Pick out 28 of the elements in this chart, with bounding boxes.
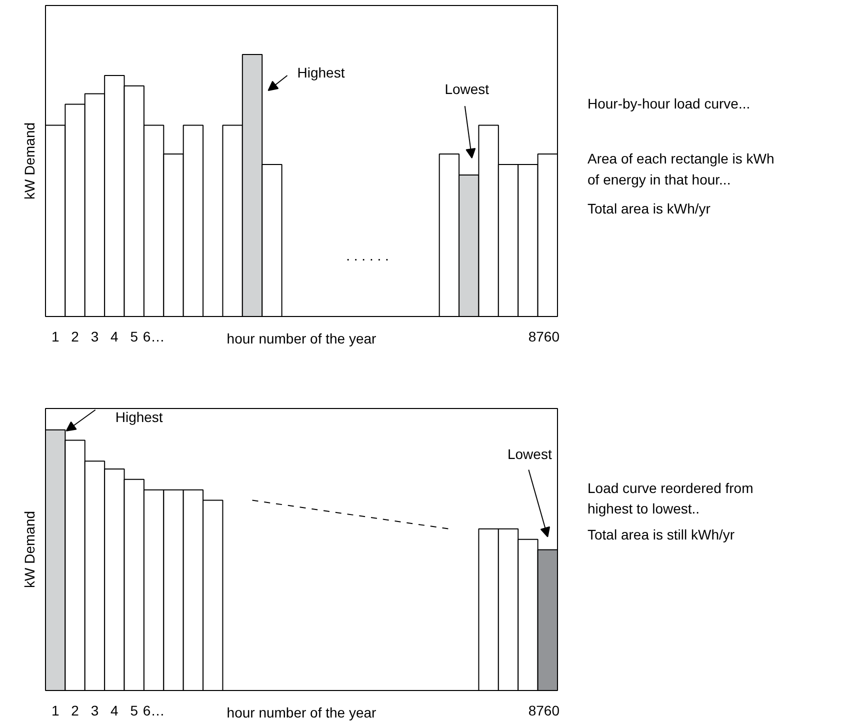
y-axis-title: kW Demand: [22, 122, 38, 200]
x-tick-label: 6…: [142, 702, 165, 718]
text: Load curve reordered from highest to lowest..: [588, 480, 754, 517]
annotation: Highest: [297, 64, 345, 80]
x-tick-label: 3: [90, 702, 99, 718]
x-tick-label: 8760: [528, 702, 560, 718]
text: Hour-by-hour load curve...: [588, 95, 750, 112]
text: Area of each rectangle is kWh of energy in that hour...: [588, 150, 774, 188]
x-axis-title: hour number of the year: [226, 704, 377, 720]
x-tick-label: 6…: [142, 328, 165, 344]
text: Total area is kWh/yr: [588, 200, 711, 216]
text: Total area is still kWh/yr: [588, 526, 735, 542]
x-axis-title: hour number of the year: [226, 330, 377, 346]
x-tick-label: 1: [51, 328, 60, 344]
annotation: . . . . . .: [346, 248, 389, 264]
y-axis-title: kW Demand: [22, 510, 38, 588]
x-tick-label: 2: [71, 328, 80, 344]
x-tick-label: 4: [110, 328, 119, 344]
x-tick-label: 8760: [528, 328, 560, 344]
x-tick-label: 2: [71, 702, 80, 718]
text: Highest: [115, 408, 163, 425]
x-tick-label: 4: [110, 702, 119, 718]
x-tick-label: 3: [90, 328, 99, 344]
annotation: Lowest: [507, 446, 552, 462]
x-tick-label: 1: [51, 702, 60, 718]
annotation: Lowest: [444, 81, 490, 98]
x-tick-label: 5: [130, 328, 138, 344]
x-tick-label: 5: [130, 702, 138, 718]
